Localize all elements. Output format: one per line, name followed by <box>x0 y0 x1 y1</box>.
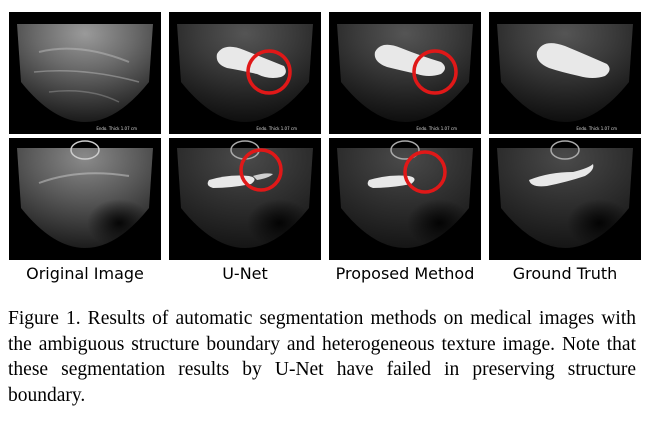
image-unet-row2 <box>169 138 321 260</box>
segmentation-mask <box>529 164 594 187</box>
segmentation-mask <box>367 175 415 188</box>
highlight-circle <box>403 150 447 194</box>
column-label-unet: U-Net <box>222 264 268 283</box>
highlight-circle <box>239 148 283 192</box>
image-ground-truth-row1: Endo. Thick 1.07 cm <box>489 12 641 134</box>
column-label-original: Original Image <box>26 264 144 283</box>
image-unet-row1: Endo. Thick 1.07 cm <box>169 12 321 134</box>
column-label-proposed: Proposed Method <box>335 264 475 283</box>
svg-text:Endo. Thick 1.07 cm: Endo. Thick 1.07 cm <box>416 126 457 131</box>
svg-text:Endo. Thick 1.07 cm: Endo. Thick 1.07 cm <box>576 126 617 131</box>
figure-caption: Figure 1. Results of automatic segmentat… <box>8 308 636 406</box>
segmentation-mask <box>536 43 610 78</box>
image-ground-truth-row2 <box>489 138 641 260</box>
image-proposed-row1: Endo. Thick 1.07 cm <box>329 12 481 134</box>
svg-text:Endo. Thick 1.07 cm: Endo. Thick 1.07 cm <box>256 126 297 131</box>
image-proposed-row2 <box>329 138 481 260</box>
highlight-circle <box>246 49 292 95</box>
image-original-row1: Endo. Thick 1.07 cm <box>9 12 161 134</box>
column-label-ground-truth: Ground Truth <box>512 264 618 283</box>
watermark-text: Endo. Thick 1.07 cm <box>96 126 137 131</box>
image-original-row2 <box>9 138 161 260</box>
highlight-circle <box>412 49 458 95</box>
segmentation-mask <box>374 44 445 76</box>
